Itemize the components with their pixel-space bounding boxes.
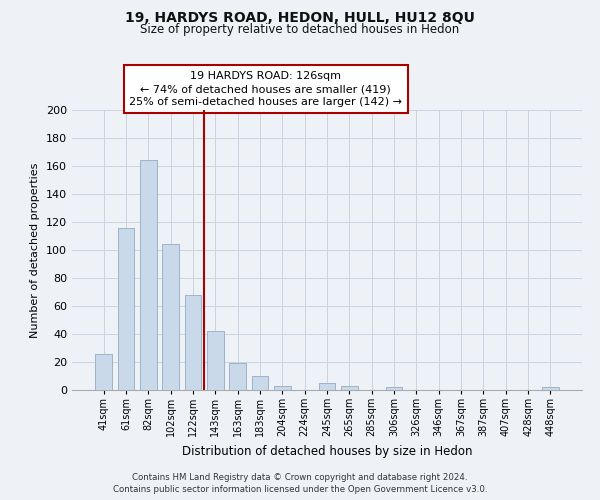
Bar xyxy=(386,387,403,390)
X-axis label: Distribution of detached houses by size in Hedon: Distribution of detached houses by size … xyxy=(182,444,472,458)
Bar xyxy=(251,376,268,390)
Text: 19, HARDYS ROAD, HEDON, HULL, HU12 8QU: 19, HARDYS ROAD, HEDON, HULL, HU12 8QU xyxy=(125,11,475,25)
Text: 19 HARDYS ROAD: 126sqm
← 74% of detached houses are smaller (419)
25% of semi-de: 19 HARDYS ROAD: 126sqm ← 74% of detached… xyxy=(130,71,403,107)
Bar xyxy=(207,331,224,390)
Bar xyxy=(95,354,112,390)
Y-axis label: Number of detached properties: Number of detached properties xyxy=(31,162,40,338)
Bar xyxy=(542,387,559,390)
Bar xyxy=(229,364,246,390)
Text: Contains HM Land Registry data © Crown copyright and database right 2024.
Contai: Contains HM Land Registry data © Crown c… xyxy=(113,472,487,494)
Bar xyxy=(185,295,202,390)
Bar xyxy=(162,244,179,390)
Text: Size of property relative to detached houses in Hedon: Size of property relative to detached ho… xyxy=(140,22,460,36)
Bar xyxy=(341,386,358,390)
Bar xyxy=(118,228,134,390)
Bar xyxy=(274,386,290,390)
Bar xyxy=(140,160,157,390)
Bar xyxy=(319,383,335,390)
